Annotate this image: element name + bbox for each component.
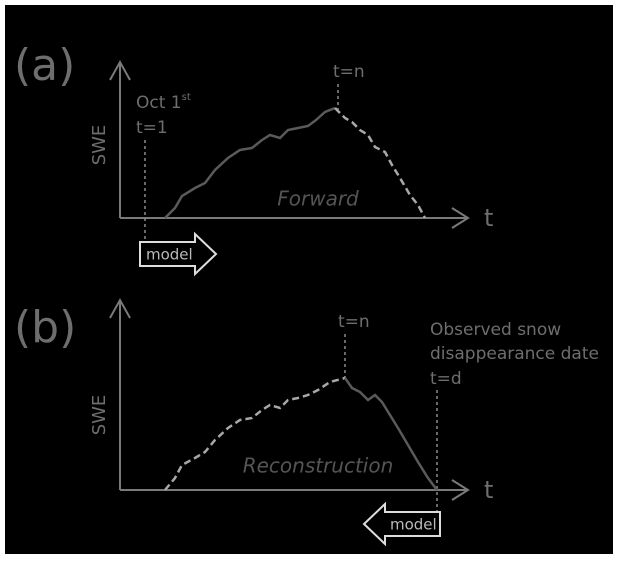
- observed-line: disappearance date: [430, 344, 599, 364]
- reconstruction-projection: [164, 376, 346, 491]
- panel-b: (b) t SWE t=n Observed snow disappearanc…: [14, 297, 599, 547]
- direction-arrow: [362, 501, 441, 547]
- y-axis-label: SWE: [89, 395, 110, 436]
- direction-label: model: [390, 516, 437, 534]
- curve-label: Forward: [277, 187, 359, 211]
- end-step: t=d: [430, 369, 462, 389]
- direction-arrow: [139, 231, 218, 277]
- panel-label: (b): [14, 302, 76, 353]
- reconstruction-curve: [343, 377, 438, 491]
- y-axis-label: SWE: [89, 125, 110, 166]
- observed-line: Observed snow: [430, 320, 561, 340]
- x-axis: [120, 207, 470, 229]
- peak-step: t=n: [338, 312, 370, 332]
- panel-a: (a) t SWE Oct 1st t=1 t=n Forward model: [14, 40, 493, 277]
- peak-step: t=n: [333, 62, 365, 82]
- x-axis: [120, 479, 470, 501]
- curve-label: Reconstruction: [243, 454, 394, 478]
- y-axis: [109, 59, 131, 218]
- background: [5, 5, 613, 554]
- start-date-text: Oct 1: [136, 93, 182, 113]
- start-step: t=1: [136, 118, 168, 138]
- direction-label: model: [146, 246, 193, 264]
- x-axis-label: t: [484, 476, 493, 504]
- panel-label: (a): [14, 40, 75, 91]
- x-axis-label: t: [484, 204, 493, 232]
- y-axis: [109, 297, 131, 490]
- forward-curve: [164, 106, 336, 219]
- start-date-suffix: st: [182, 92, 191, 103]
- start-date: Oct 1st: [136, 92, 191, 113]
